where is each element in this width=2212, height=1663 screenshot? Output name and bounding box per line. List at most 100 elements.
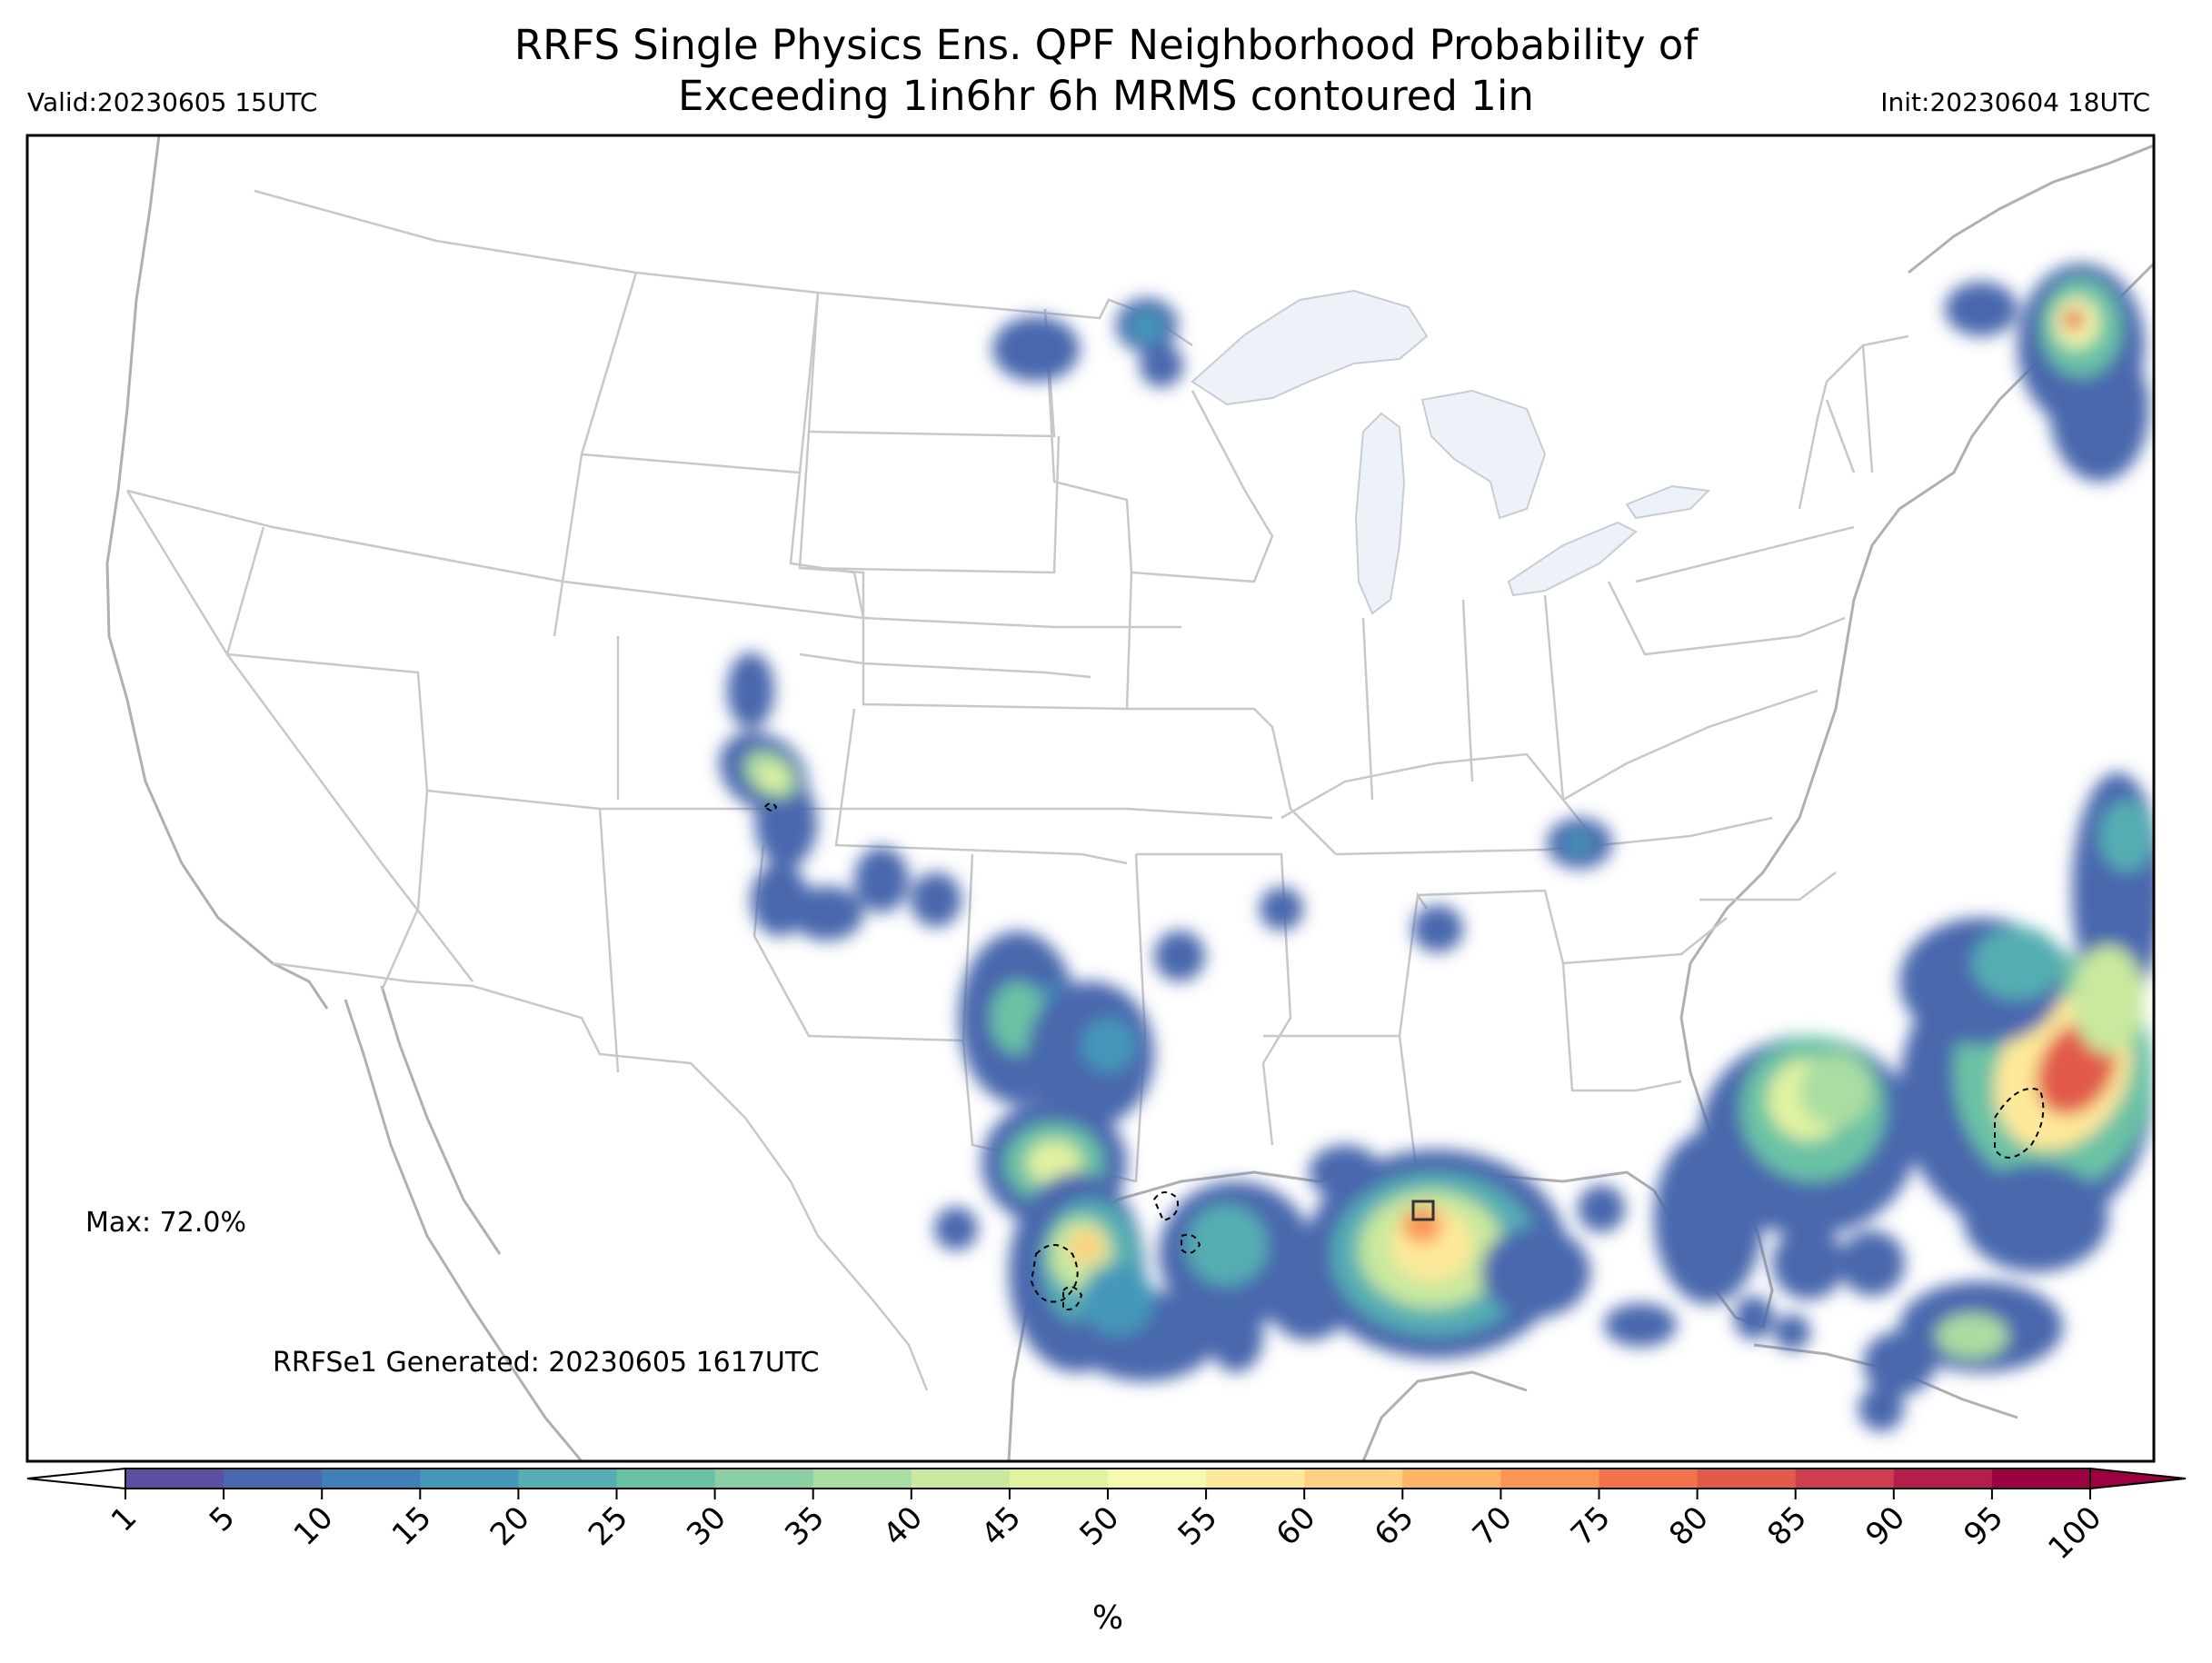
probability-blob <box>791 886 863 941</box>
mrms-contour-southeast-texas <box>1152 1191 1201 1254</box>
probability-blob <box>934 1207 978 1250</box>
probability-blob <box>1858 1386 1904 1431</box>
chart-title: RRFS Single Physics Ens. QPF Neighborhoo… <box>0 20 2212 122</box>
probability-blob <box>1081 1018 1136 1072</box>
state-grid-12 <box>799 566 1133 711</box>
probability-blob <box>1186 1204 1268 1286</box>
state-grid-3 <box>225 526 620 1073</box>
probability-blob <box>1774 1314 1810 1350</box>
colorbar-tick-label: 95 <box>1957 1499 2010 1553</box>
probability-blob <box>2072 945 2145 1054</box>
colorbar-tick-label: 65 <box>1368 1499 1421 1553</box>
probability-blob <box>1081 1263 1154 1336</box>
great-lakes <box>1191 289 1711 615</box>
colorbar-segment <box>1402 1469 1501 1489</box>
colorbar-tick-label: 35 <box>778 1499 832 1553</box>
state-grid-20 <box>1417 889 1682 1092</box>
max-location-marker <box>1411 1200 1435 1221</box>
colorbar-segment <box>1304 1469 1403 1489</box>
probability-blob <box>1068 1230 1104 1263</box>
pacific-coast <box>105 135 329 1010</box>
colorbar-segment <box>1893 1469 1993 1489</box>
colorbar-segment <box>616 1469 716 1489</box>
probability-blob <box>992 316 1080 382</box>
mrms-contour-atlantic <box>1994 1088 2045 1159</box>
probability-blob <box>1260 887 1303 931</box>
probability-blob <box>1863 1331 1936 1395</box>
colorbar-segment <box>1697 1469 1797 1489</box>
probability-blob <box>1129 311 1165 344</box>
state-grid-25 <box>1607 525 1855 656</box>
colorbar-segment <box>322 1469 421 1489</box>
probability-blob <box>759 764 786 790</box>
probability-blob <box>1154 931 1205 981</box>
colorbar-segment <box>1009 1469 1109 1489</box>
colorbar-tick-label: 1 <box>105 1499 144 1539</box>
probability-blob <box>911 872 962 927</box>
state-grid-27 <box>1562 871 1837 965</box>
colorbar-segment <box>911 1469 1011 1489</box>
lake-superior <box>1191 289 1429 406</box>
mrms-contour-colorado <box>763 802 778 812</box>
colorbar-extend-low <box>26 1467 126 1490</box>
maritime-coast <box>1908 144 2154 274</box>
colorbar-tick-label: 60 <box>1270 1499 1323 1553</box>
probability-blob <box>755 777 817 868</box>
colorbar-segment <box>1991 1469 2091 1489</box>
title-line-2: Exceeding 1in6hr 6h MRMS contoured 1in <box>678 72 1534 120</box>
colorbar-segment <box>1795 1469 1895 1489</box>
init-time-label: Init:20230604 18UTC <box>1880 87 2150 117</box>
probability-blob <box>1839 1230 1905 1296</box>
colorbar-tick-label: 25 <box>582 1499 635 1553</box>
state-grid-1 <box>126 489 1181 629</box>
state-grid-23 <box>1361 594 1565 801</box>
colorbar-tick-label: 5 <box>203 1499 243 1539</box>
lake-michigan <box>1354 412 1406 615</box>
colorbar-tick-label: 80 <box>1662 1499 1716 1553</box>
title-line-1: RRFS Single Physics Ens. QPF Neighborhoo… <box>513 21 1699 69</box>
state-grid-13 <box>834 708 1128 865</box>
colorbar-tick-label: 55 <box>1171 1499 1225 1553</box>
colorbar-unit-label: % <box>1092 1599 1123 1637</box>
probability-blob <box>1945 282 2018 336</box>
probability-blob <box>1564 832 1593 854</box>
state-grid-5 <box>600 807 1273 820</box>
state-grid-18 <box>1136 852 1292 1146</box>
probability-blob <box>1734 1296 1774 1339</box>
state-grid-24 <box>1562 689 1818 802</box>
gulf-of-california <box>380 985 502 1255</box>
state-grid-17 <box>1127 707 1337 855</box>
probability-blob <box>1140 344 1183 387</box>
colorbar-ticks: 1 5 10 15 20 25 30 35 40 45 50 55 60 65 70 75 80 85 90 95 10… <box>105 1489 2108 1567</box>
baja-coast <box>344 999 583 1461</box>
colorbar-tick-label: 90 <box>1858 1499 1912 1553</box>
state-grid-2 <box>125 490 473 982</box>
state-grid-16 <box>1043 308 1274 583</box>
state-grid-26 <box>1798 334 1909 510</box>
colorbar-tick-label: 45 <box>974 1499 1028 1553</box>
state-grid-22 <box>1280 752 1600 846</box>
mexico-border <box>272 961 929 1391</box>
state-grid-4 <box>380 790 429 991</box>
probability-blob <box>727 652 774 729</box>
probability-field <box>719 264 2154 1431</box>
mrms-contours <box>763 802 2045 1310</box>
probability-blob <box>1209 1300 1263 1372</box>
colorbar-tick-label: 85 <box>1760 1499 1814 1553</box>
probability-blob <box>854 847 909 912</box>
colorbar-segment <box>1500 1469 1600 1489</box>
probability-blob <box>1412 905 1463 952</box>
colorbar-segment <box>518 1469 618 1489</box>
colorbar-tick-label: 20 <box>483 1499 537 1553</box>
colorbar-tick-label: 70 <box>1466 1499 1520 1553</box>
probability-blob <box>1963 1163 2108 1272</box>
generated-label: RRFSe1 Generated: 20230605 1617UTC <box>273 1347 820 1379</box>
probability-blob <box>1972 927 2063 1000</box>
probability-blob <box>1936 1313 2008 1359</box>
colorbar-tick-label: 15 <box>385 1499 439 1553</box>
state-grid-9 <box>616 636 1091 800</box>
probability-blob <box>1309 1145 1381 1200</box>
probability-blob <box>1799 1054 1872 1127</box>
colorbar-segment <box>420 1469 519 1489</box>
